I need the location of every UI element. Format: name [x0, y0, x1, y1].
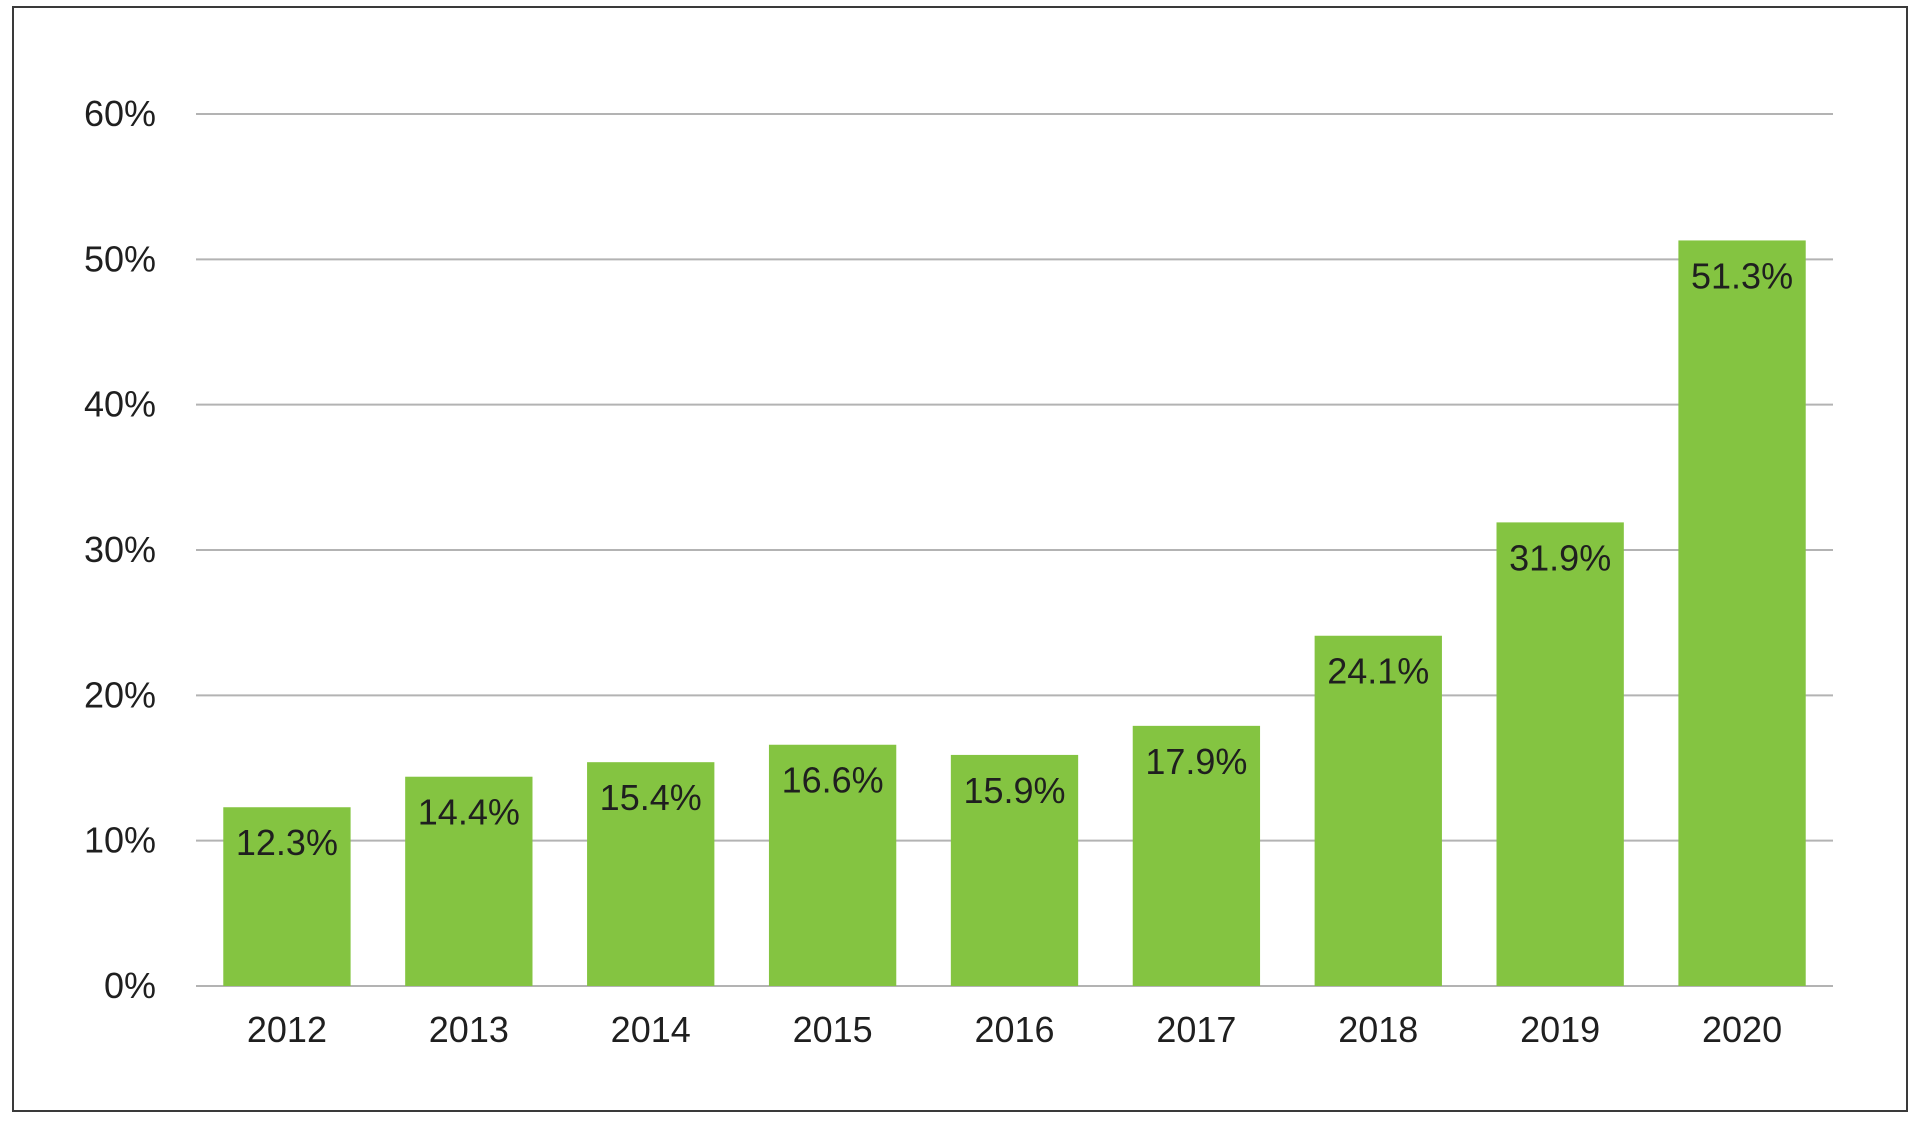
y-tick-label: 0% — [104, 965, 156, 1006]
y-tick-label: 10% — [84, 820, 156, 861]
data-label-2019: 31.9% — [1509, 537, 1611, 578]
data-label-2013: 14.4% — [418, 792, 520, 833]
y-axis-tick-labels: 0% 10% 20% 30% 40% 50% 60% — [84, 93, 156, 1006]
bar-data-labels: 12.3% 14.4% 15.4% 16.6% 15.9% 17.9% 24.1% 31.9%… — [236, 255, 1793, 863]
y-tick-label: 30% — [84, 529, 156, 570]
x-axis-tick-labels: 2012 2013 2014 2015 2016 2017 2018 2019 2020 — [247, 1009, 1782, 1050]
y-tick-label: 50% — [84, 238, 156, 279]
bars — [223, 240, 1806, 986]
bar-2019 — [1496, 522, 1624, 986]
y-tick-label: 20% — [84, 674, 156, 715]
x-tick-label-2020: 2020 — [1702, 1009, 1782, 1050]
bar-2018 — [1314, 635, 1442, 986]
x-tick-label-2016: 2016 — [974, 1009, 1054, 1050]
bar-2013 — [405, 776, 533, 986]
bar-2015 — [768, 744, 897, 986]
data-label-2014: 15.4% — [600, 777, 702, 818]
data-label-2015: 16.6% — [782, 760, 884, 801]
data-label-2012: 12.3% — [236, 822, 338, 863]
bar-2012 — [223, 807, 351, 986]
y-tick-label: 40% — [84, 384, 156, 425]
x-tick-label-2013: 2013 — [429, 1009, 509, 1050]
data-label-2017: 17.9% — [1145, 741, 1247, 782]
bar-2016 — [950, 754, 1079, 986]
data-label-2016: 15.9% — [963, 770, 1065, 811]
x-tick-label-2019: 2019 — [1520, 1009, 1600, 1050]
x-tick-label-2015: 2015 — [793, 1009, 873, 1050]
bar-2020 — [1678, 240, 1806, 986]
x-tick-label-2014: 2014 — [611, 1009, 691, 1050]
x-tick-label-2012: 2012 — [247, 1009, 327, 1050]
x-tick-label-2017: 2017 — [1156, 1009, 1236, 1050]
y-tick-label: 60% — [84, 93, 156, 134]
bar-2017 — [1132, 725, 1261, 986]
data-label-2020: 51.3% — [1691, 255, 1793, 296]
bar-2014 — [587, 762, 715, 986]
x-tick-label-2018: 2018 — [1338, 1009, 1418, 1050]
data-label-2018: 24.1% — [1327, 651, 1429, 692]
